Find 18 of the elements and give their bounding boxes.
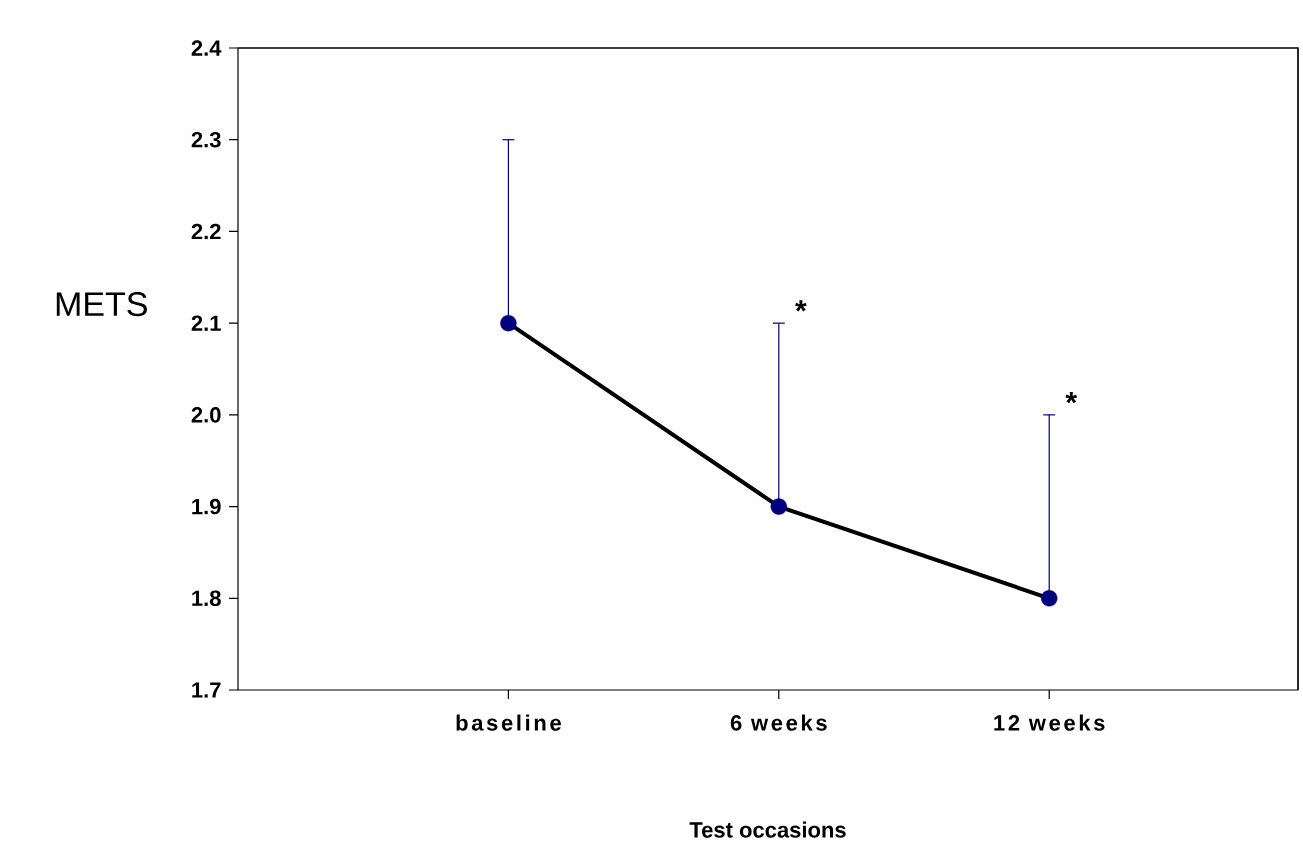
point — [500, 314, 517, 332]
x-tick-label: 6 weeks — [730, 714, 827, 731]
x-axis-title: Test occasions — [689, 821, 846, 838]
y-axis-title: METS — [56, 292, 147, 317]
y-tick-label: 2.2 — [191, 223, 221, 240]
y-tick-label: 2.4 — [191, 40, 222, 56]
y-tick-label: 1.8 — [192, 590, 221, 607]
x-tick-label: baseline — [456, 714, 561, 731]
y-tick-label: 2.1 — [191, 315, 221, 331]
x-tick-label: 12 weeks — [994, 714, 1105, 731]
point — [1041, 590, 1058, 607]
y-tick-label: 2.3 — [191, 131, 221, 148]
point — [770, 498, 788, 515]
y-tick-label: 1.7 — [192, 682, 221, 698]
y-tick-label: 1.9 — [192, 498, 221, 515]
annotation: * — [1065, 392, 1078, 404]
annotation: * — [795, 300, 807, 312]
y-tick-label: 2.0 — [191, 407, 221, 423]
